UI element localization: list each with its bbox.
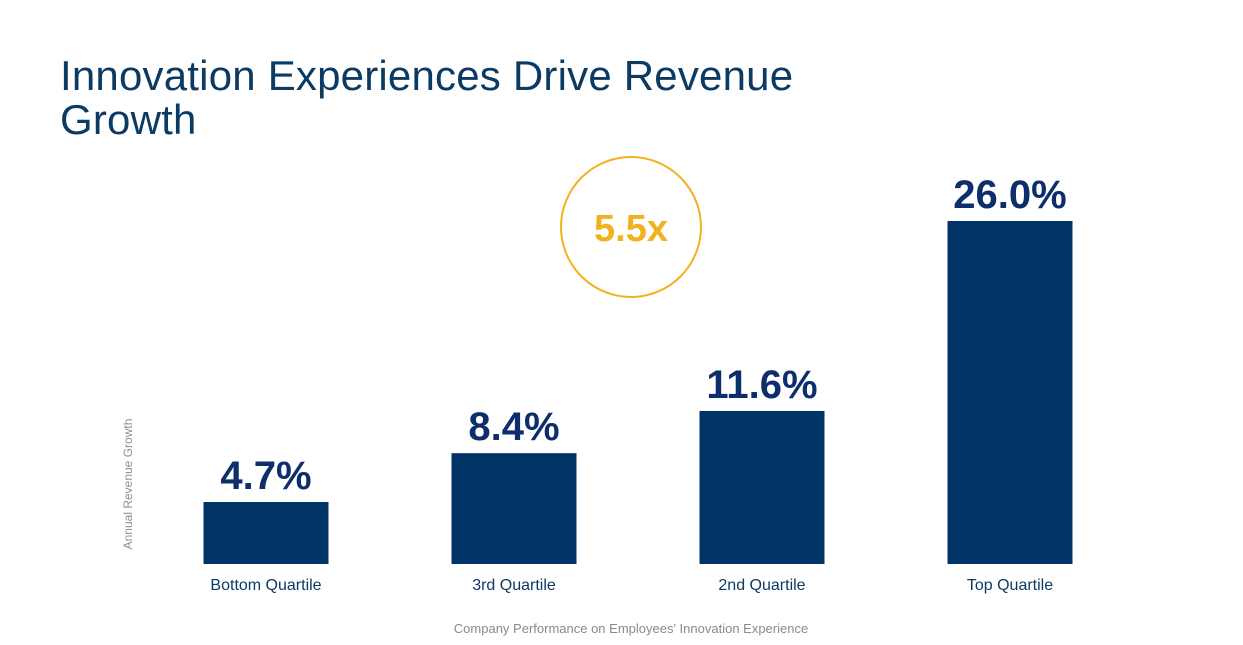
- page-title: Innovation Experiences Drive Revenue Gro…: [60, 52, 794, 143]
- x-axis-caption: Company Performance on Employees' Innova…: [454, 621, 808, 636]
- bar-1: [203, 501, 329, 564]
- y-axis-label: Annual Revenue Growth: [121, 419, 135, 550]
- value-label-4: 26.0%: [953, 173, 1066, 217]
- bar-3: [699, 410, 825, 564]
- value-label-1: 4.7%: [220, 454, 311, 498]
- bar-4: [947, 221, 1073, 564]
- multiplier-text: 5.5x: [594, 208, 668, 250]
- bars-group: [203, 221, 1073, 564]
- value-label-2: 8.4%: [468, 405, 559, 449]
- value-label-3: 11.6%: [706, 363, 817, 407]
- x-tick-label-2: 3rd Quartile: [472, 577, 556, 594]
- x-tick-label-3: 2nd Quartile: [718, 577, 805, 594]
- multiplier-circle: [560, 156, 702, 298]
- x-tick-labels-group: Bottom Quartile 3rd Quartile 2nd Quartile T…: [210, 577, 1053, 594]
- value-labels-group: 4.7% 8.4% 11.6% 26.0%: [220, 173, 1066, 498]
- multiplier-callout: 5.5x: [560, 156, 702, 298]
- x-tick-label-4: Top Quartile: [967, 577, 1053, 594]
- x-tick-label-1: Bottom Quartile: [210, 577, 321, 594]
- bar-2: [451, 453, 577, 564]
